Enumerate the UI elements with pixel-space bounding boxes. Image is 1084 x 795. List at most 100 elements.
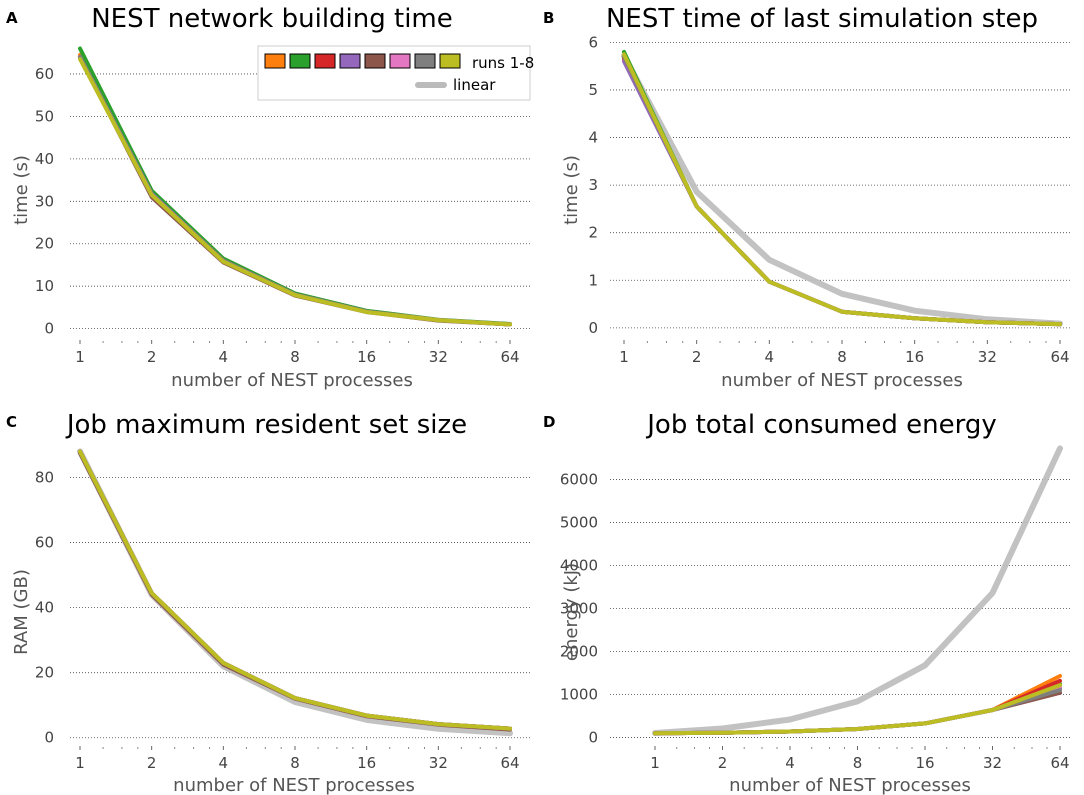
panel-c-xtick-label: 8 xyxy=(290,754,300,772)
legend: runs 1-8 linear xyxy=(257,45,534,101)
panel-c-ytick-label: 0 xyxy=(44,729,54,747)
panel-b-ytick-label: 5 xyxy=(588,81,598,99)
panel-b-series-line xyxy=(622,52,1062,327)
panel-d-xtick-label: 2 xyxy=(718,754,728,772)
panel-a: A NEST network building time 0 10 20 30 40 50… xyxy=(6,4,534,391)
panel-d-ytick-label: 0 xyxy=(588,729,598,747)
panel-letter-c: C xyxy=(6,413,17,431)
legend-swatch xyxy=(314,53,336,69)
panel-b-ytick-label: 6 xyxy=(588,33,598,51)
panel-a-series-line xyxy=(78,57,512,327)
panel-b-xtick-label: 8 xyxy=(837,348,847,366)
panel-d-ytick-label: 2000 xyxy=(560,643,598,661)
panel-d-xtick-label: 4 xyxy=(785,754,795,772)
panel-b-xtick-label: 16 xyxy=(905,348,924,366)
panel-a-title: NEST network building time xyxy=(91,4,453,34)
panel-a-xtick-label: 16 xyxy=(357,348,376,366)
panel-c-series-line xyxy=(78,449,512,731)
panel-c-series-line xyxy=(78,449,512,731)
panel-d-ytick-label: 6000 xyxy=(560,470,598,488)
panel-b-ytick-label: 0 xyxy=(588,319,598,337)
panel-b-linear-line xyxy=(621,52,1063,327)
legend-swatch xyxy=(389,53,411,69)
panel-a-ytick-label: 30 xyxy=(35,192,54,210)
panel-c-linear-line xyxy=(77,448,513,737)
panel-c-series-line xyxy=(78,449,512,731)
panel-b-xtick-label: 2 xyxy=(692,348,702,366)
panel-d-xlabel: number of NEST processes xyxy=(729,775,971,795)
panel-a-ytick-label: 10 xyxy=(35,277,54,295)
panel-b: B NEST time of last simulation step 0 1 2 3… xyxy=(543,4,1072,391)
panel-d-xtick-label: 16 xyxy=(915,754,934,772)
panel-c-ytick-label: 40 xyxy=(35,599,54,617)
legend-swatches xyxy=(264,53,461,69)
panel-d-xtick-label: 32 xyxy=(983,754,1002,772)
panel-letter-d: D xyxy=(543,413,555,431)
panel-c-ytick-label: 20 xyxy=(35,664,54,682)
panel-c-series-line xyxy=(78,449,512,731)
legend-runs-label: runs 1-8 xyxy=(472,54,534,72)
panel-d-ytick-label: 5000 xyxy=(560,513,598,531)
panel-d-title: Job total consumed energy xyxy=(645,410,996,440)
panel-b-xlabel: number of NEST processes xyxy=(721,370,963,391)
panel-c-plot: 0 20 40 60 80 1 2 4 8 16 32 64 xyxy=(35,448,532,772)
panel-b-xtick-label: 32 xyxy=(978,348,997,366)
panel-b-ylabel: time (s) xyxy=(561,155,582,225)
panel-d-xtick-label: 1 xyxy=(650,754,660,772)
panel-a-ytick-label: 60 xyxy=(35,65,54,83)
panel-d-series-line xyxy=(653,674,1062,736)
panel-c-ylabel: RAM (GB) xyxy=(11,569,32,655)
panel-a-ytick-label: 40 xyxy=(35,150,54,168)
panel-b-ytick-label: 3 xyxy=(588,176,598,194)
panel-c-series-line xyxy=(78,449,512,731)
panel-c-ytick-label: 80 xyxy=(35,469,54,487)
panel-c-xtick-label: 64 xyxy=(500,754,519,772)
panel-a-plot: 0 10 20 30 40 50 60 1 2 4 8 16 32 64 xyxy=(35,46,532,366)
legend-swatch xyxy=(414,53,436,69)
panel-a-ylabel: time (s) xyxy=(11,155,32,225)
legend-swatch xyxy=(264,53,286,69)
panel-b-ytick-label: 1 xyxy=(588,271,598,289)
panel-c: C Job maximum resident set size 0 20 40 60 8… xyxy=(6,410,532,795)
panel-b-plot: 0 1 2 3 4 5 6 1 2 4 8 16 32 64 xyxy=(588,33,1072,366)
panel-d-xtick-label: 8 xyxy=(853,754,863,772)
legend-swatch xyxy=(439,53,461,69)
panel-b-xtick-label: 1 xyxy=(619,348,629,366)
panel-d-ylabel: energy (kJ) xyxy=(561,563,582,661)
panel-b-title: NEST time of last simulation step xyxy=(606,4,1038,34)
panel-a-xtick-label: 1 xyxy=(75,348,85,366)
panel-a-xtick-label: 4 xyxy=(219,348,229,366)
panel-c-xlabel: number of NEST processes xyxy=(173,775,415,795)
panel-a-xlabel: number of NEST processes xyxy=(171,370,413,391)
panel-a-ytick-label: 50 xyxy=(35,107,54,125)
panel-b-xtick-label: 4 xyxy=(765,348,775,366)
panel-c-xtick-label: 16 xyxy=(357,754,376,772)
panel-c-xtick-label: 32 xyxy=(429,754,448,772)
panel-d-ytick-label: 3000 xyxy=(560,599,598,617)
legend-swatch xyxy=(339,53,361,69)
panel-a-xtick-label: 64 xyxy=(500,348,519,366)
legend-swatch xyxy=(364,53,386,69)
panel-a-xtick-label: 2 xyxy=(147,348,157,366)
legend-swatch xyxy=(289,53,311,69)
panel-d-ytick-label: 1000 xyxy=(560,686,598,704)
panel-d-series-line xyxy=(653,683,1062,736)
panel-a-ytick-label: 20 xyxy=(35,235,54,253)
panel-d-xtick-label: 64 xyxy=(1050,754,1069,772)
panel-d: D Job total consumed energy 0 1000 2000 300… xyxy=(543,410,1072,795)
panel-b-ytick-label: 4 xyxy=(588,129,598,147)
legend-linear-label: linear xyxy=(453,76,496,94)
panel-d-linear-line xyxy=(652,445,1063,736)
panel-a-xtick-label: 32 xyxy=(429,348,448,366)
panel-c-series-line xyxy=(78,451,512,732)
panel-c-title: Job maximum resident set size xyxy=(65,410,467,440)
panel-d-ytick-label: 4000 xyxy=(560,556,598,574)
panel-c-series-line xyxy=(78,449,512,731)
panel-d-plot: 0 1000 2000 3000 4000 5000 6000 1 2 4 8 16 32 64 xyxy=(560,445,1072,772)
panel-letter-b: B xyxy=(543,9,554,27)
panel-c-xtick-label: 2 xyxy=(147,754,157,772)
panel-a-xtick-label: 8 xyxy=(290,348,300,366)
panel-c-xtick-label: 4 xyxy=(219,754,229,772)
panel-c-xtick-label: 1 xyxy=(75,754,85,772)
